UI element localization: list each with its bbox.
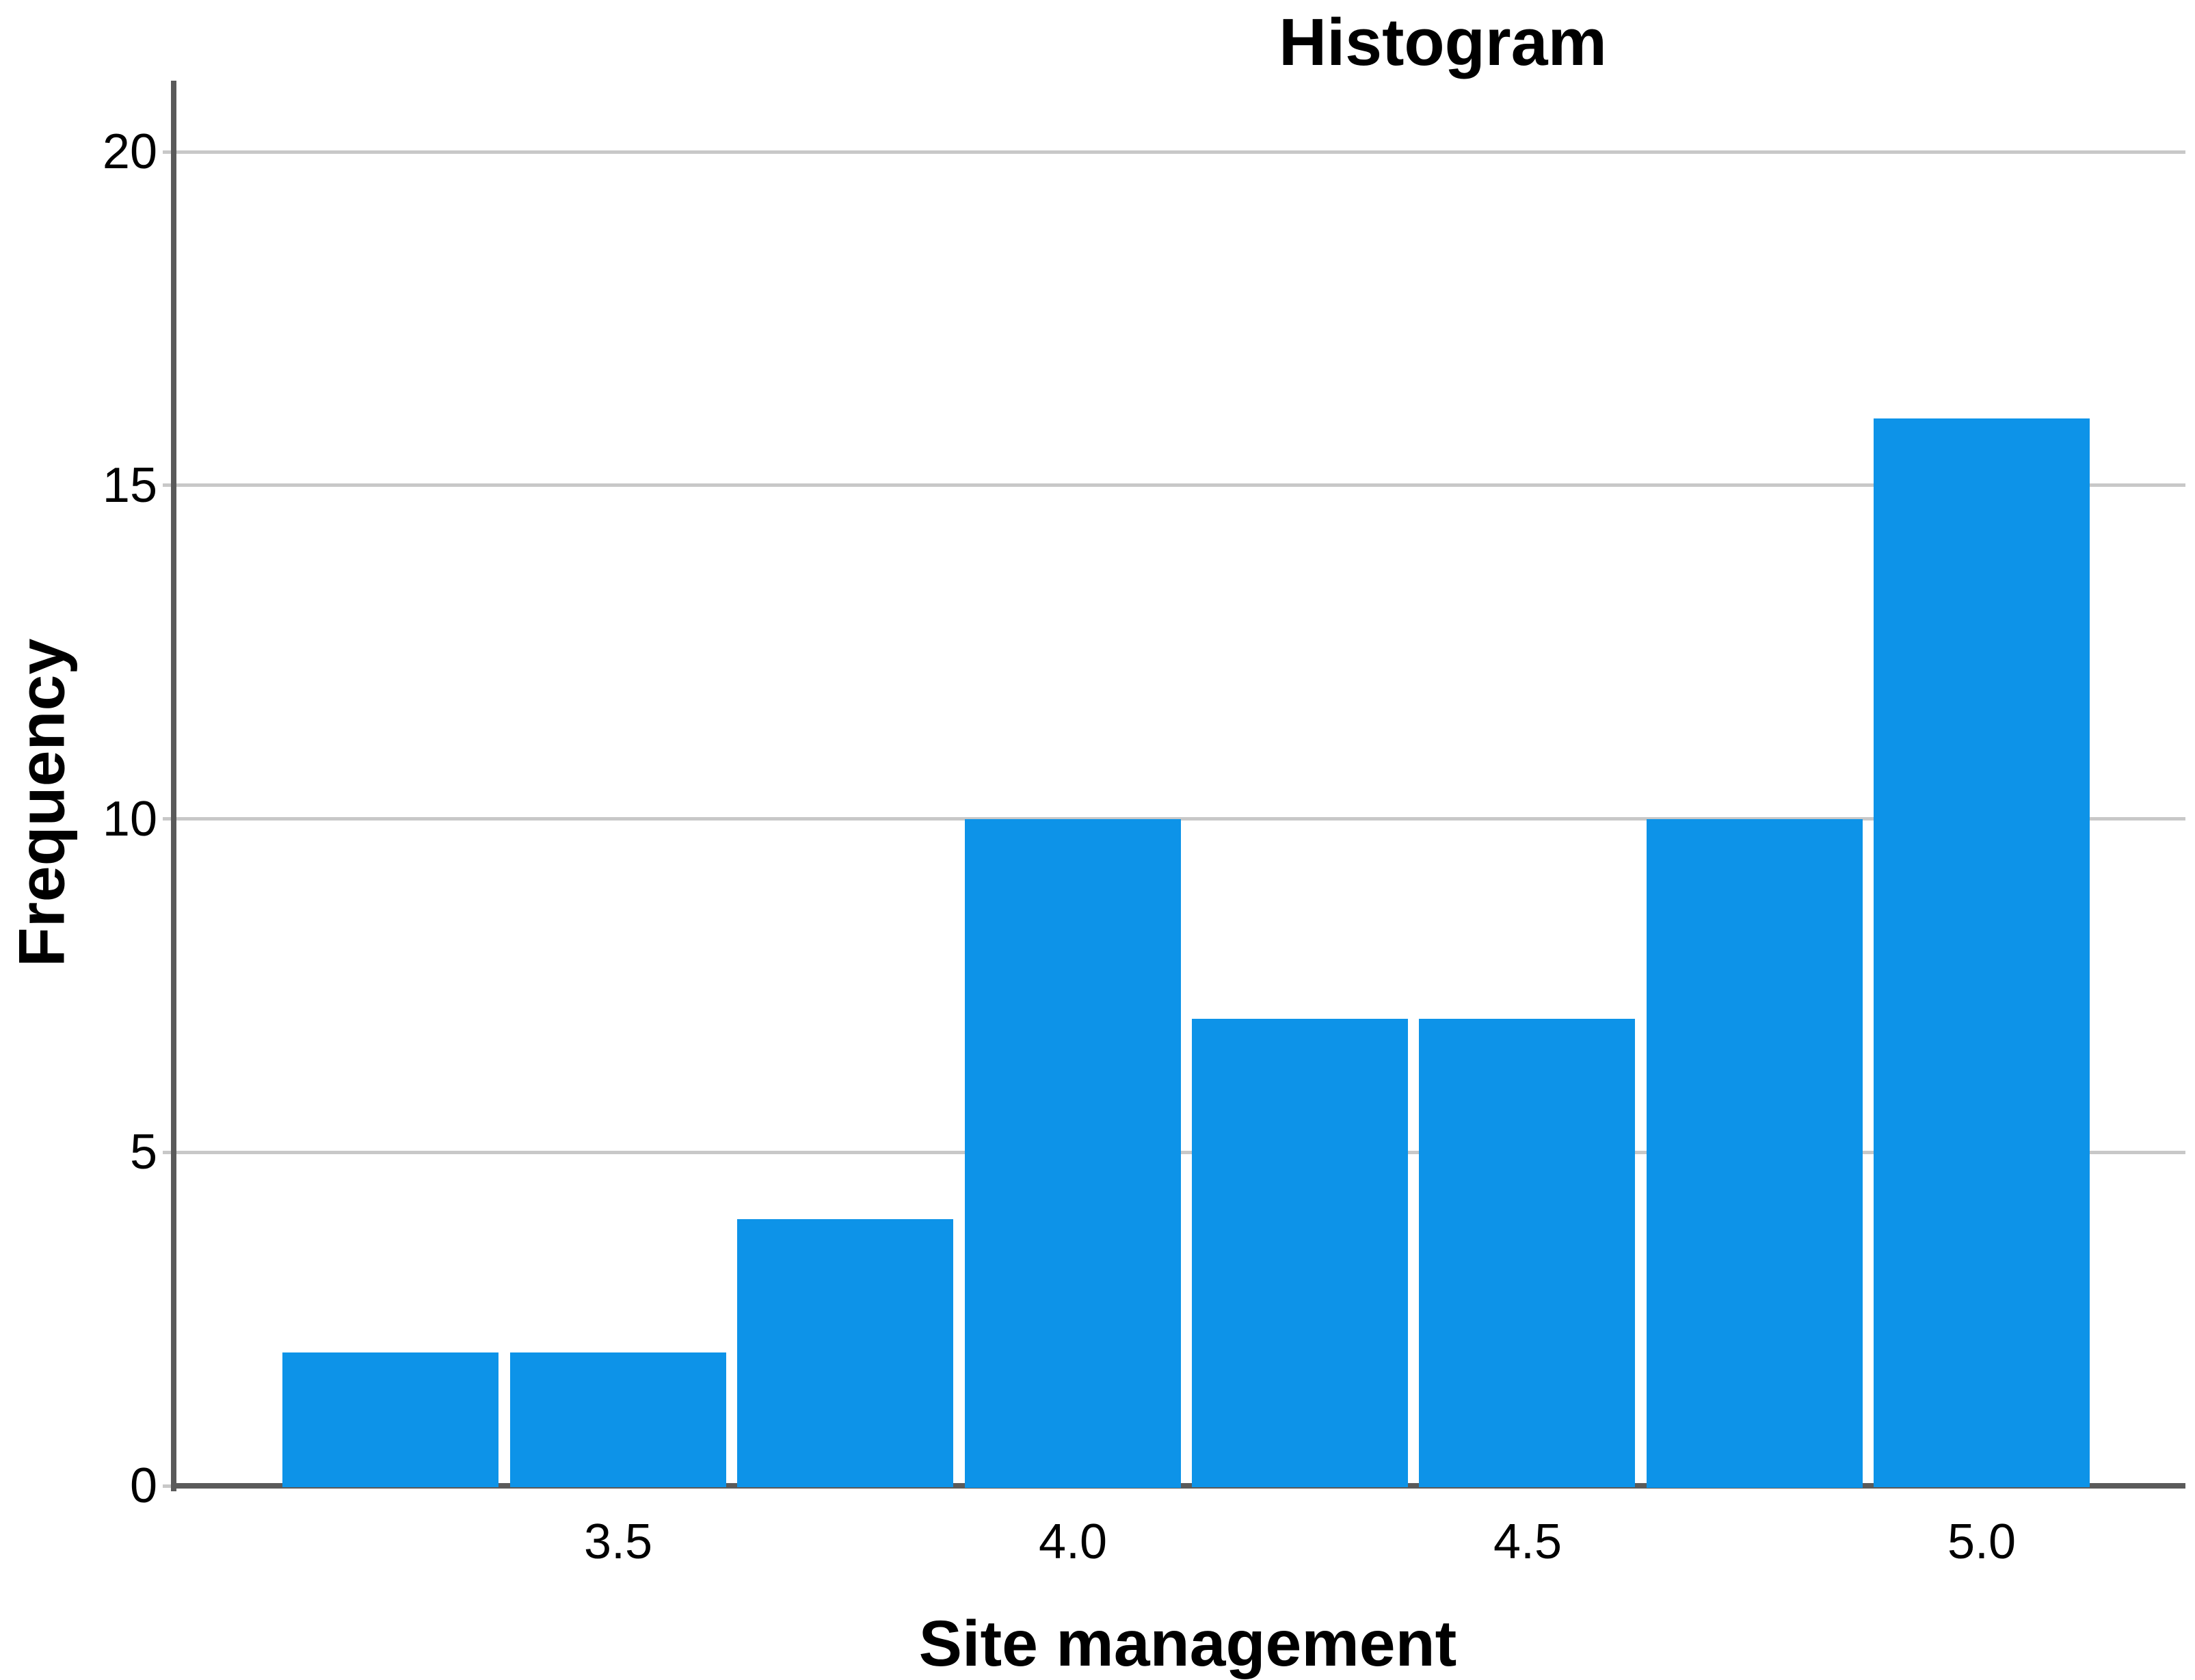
x-tick-label: 5.0 xyxy=(1947,1515,2017,1569)
y-zero-tick xyxy=(163,1484,176,1488)
x-axis-line xyxy=(176,1483,2185,1489)
y-tick-label: 0 xyxy=(129,1458,157,1513)
histogram-bar xyxy=(282,1352,498,1487)
histogram-bar xyxy=(1647,819,1863,1488)
y-axis-line xyxy=(171,81,176,1491)
y-tick-label: 10 xyxy=(102,792,157,846)
histogram-bar xyxy=(510,1352,726,1487)
x-axis-title: Site management xyxy=(918,1608,1457,1680)
x-tick-label: 4.5 xyxy=(1493,1515,1562,1569)
histogram-bar xyxy=(1874,418,2090,1487)
y-gridline xyxy=(163,817,2185,821)
y-tick-label: 20 xyxy=(102,124,157,179)
chart-title: Histogram xyxy=(1279,5,1607,79)
histogram-bar xyxy=(737,1219,953,1487)
y-gridline xyxy=(163,483,2185,487)
x-tick-label: 3.5 xyxy=(583,1515,653,1569)
histogram-bar xyxy=(1419,1019,1635,1487)
y-tick-label: 15 xyxy=(102,458,157,513)
y-tick-label: 5 xyxy=(129,1125,157,1179)
x-tick-label: 4.0 xyxy=(1038,1515,1108,1569)
y-gridline xyxy=(163,150,2185,154)
histogram-bar xyxy=(1192,1019,1408,1487)
histogram-bar xyxy=(965,819,1181,1488)
